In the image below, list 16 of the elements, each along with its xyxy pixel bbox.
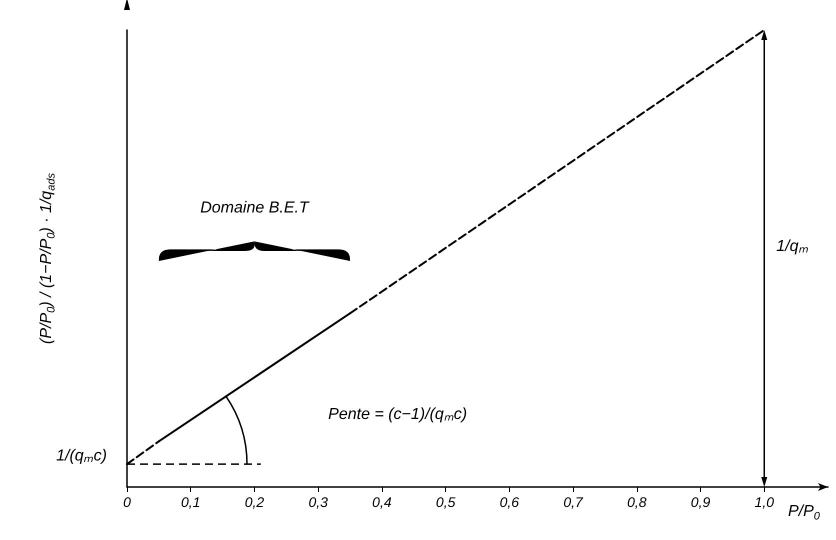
x-tick-label: 1,0	[754, 494, 774, 510]
x-tick-label: 0,6	[500, 494, 520, 510]
annotation: Domaine B.E.T	[200, 199, 310, 216]
y-axis-title: (P/P0) / (1−P/P0) · 1/qads	[38, 172, 58, 344]
annotation: Pente = (c−1)/(qₘc)	[328, 406, 468, 423]
x-tick-label: 0,8	[627, 494, 647, 510]
annotation: 1/qₘ	[776, 238, 809, 255]
text: 1/(qₘc)	[56, 448, 107, 465]
x-tick-label: 0	[123, 494, 132, 510]
x-tick-label: 0,5	[436, 494, 456, 510]
x-tick-label: 0,9	[690, 494, 710, 510]
x-tick-label: 0,7	[563, 494, 584, 510]
x-tick-label: 0,4	[372, 494, 392, 510]
x-tick-label: 0,2	[244, 494, 264, 510]
x-tick-label: 0,1	[180, 494, 200, 510]
x-tick-label: 0,3	[308, 494, 328, 510]
